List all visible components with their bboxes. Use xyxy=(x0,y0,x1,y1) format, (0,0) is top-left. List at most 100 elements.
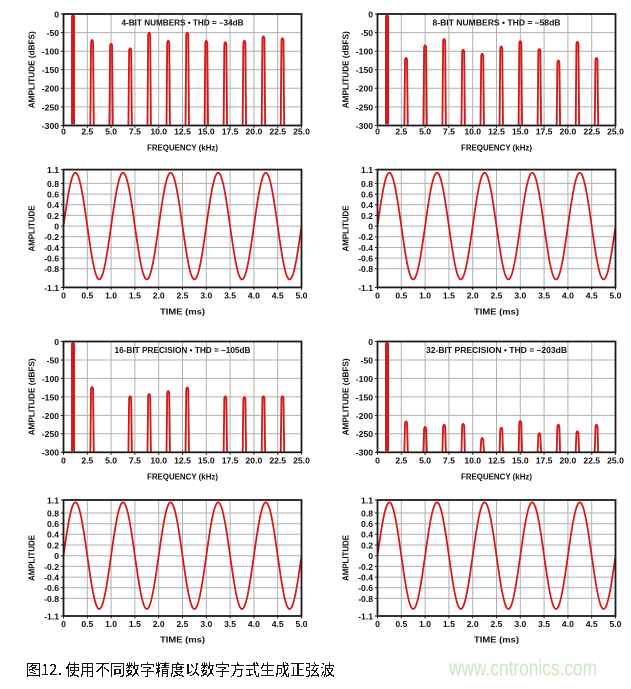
svg-text:-0.2: -0.2 xyxy=(44,232,59,242)
svg-text:-0.4: -0.4 xyxy=(44,243,59,253)
svg-text:-250: -250 xyxy=(356,102,373,112)
svg-text:AMPLITUDE: AMPLITUDE xyxy=(341,535,351,581)
svg-text:-250: -250 xyxy=(42,429,59,439)
svg-text:TIME (ms): TIME (ms) xyxy=(160,635,205,645)
svg-text:1.0: 1.0 xyxy=(105,291,117,301)
svg-text:-0.8: -0.8 xyxy=(358,594,373,604)
svg-text:TIME (ms): TIME (ms) xyxy=(474,635,519,645)
svg-text:0.8: 0.8 xyxy=(47,508,59,518)
svg-text:-0.4: -0.4 xyxy=(44,573,59,583)
svg-text:0: 0 xyxy=(61,456,66,466)
svg-text:15.0: 15.0 xyxy=(198,456,215,466)
svg-text:2.5: 2.5 xyxy=(491,619,503,629)
svg-text:2.5: 2.5 xyxy=(491,291,503,301)
svg-text:2.5: 2.5 xyxy=(81,456,93,466)
svg-text:0.6: 0.6 xyxy=(47,519,59,529)
svg-text:-100: -100 xyxy=(42,47,59,57)
svg-text:3.0: 3.0 xyxy=(514,291,526,301)
svg-text:10.0: 10.0 xyxy=(464,127,481,137)
svg-text:4.0: 4.0 xyxy=(562,291,574,301)
svg-text:5.0: 5.0 xyxy=(610,291,622,301)
svg-text:1.1: 1.1 xyxy=(47,495,59,505)
svg-text:0.2: 0.2 xyxy=(47,540,59,550)
svg-text:4-BIT NUMBERS • THD = –34dB: 4-BIT NUMBERS • THD = –34dB xyxy=(122,18,244,28)
svg-text:5.0: 5.0 xyxy=(105,456,117,466)
svg-text:-1.1: -1.1 xyxy=(44,611,59,621)
svg-text:2.5: 2.5 xyxy=(395,127,407,137)
svg-text:0: 0 xyxy=(54,551,59,561)
svg-text:0: 0 xyxy=(61,619,66,629)
svg-text:-0.2: -0.2 xyxy=(44,562,59,572)
svg-text:0.5: 0.5 xyxy=(81,291,93,301)
svg-text:-0.6: -0.6 xyxy=(44,254,59,264)
svg-text:20.0: 20.0 xyxy=(560,456,577,466)
svg-text:-0.6: -0.6 xyxy=(358,254,373,264)
svg-text:1.5: 1.5 xyxy=(443,291,455,301)
svg-text:-100: -100 xyxy=(356,374,373,384)
svg-text:-300: -300 xyxy=(42,121,59,131)
svg-text:0.6: 0.6 xyxy=(47,190,59,200)
svg-text:4.5: 4.5 xyxy=(586,291,598,301)
svg-text:-250: -250 xyxy=(42,102,59,112)
svg-text:16-BIT PRECISION • THD = –105d: 16-BIT PRECISION • THD = –105dB xyxy=(115,345,251,355)
svg-text:AMPLITUDE (dBFS): AMPLITUDE (dBFS) xyxy=(341,31,351,108)
svg-text:AMPLITUDE (dBFS): AMPLITUDE (dBFS) xyxy=(27,31,37,108)
svg-text:AMPLITUDE (dBFS): AMPLITUDE (dBFS) xyxy=(341,358,351,435)
svg-text:0: 0 xyxy=(375,456,380,466)
svg-text:0: 0 xyxy=(368,551,373,561)
svg-text:8-BIT NUMBERS • THD = –58dB: 8-BIT NUMBERS • THD = –58dB xyxy=(433,18,561,28)
svg-text:1.1: 1.1 xyxy=(47,165,59,175)
svg-text:12.5: 12.5 xyxy=(488,456,505,466)
svg-text:20.0: 20.0 xyxy=(246,456,263,466)
svg-text:1.5: 1.5 xyxy=(129,619,141,629)
svg-text:20.0: 20.0 xyxy=(560,127,577,137)
svg-text:0: 0 xyxy=(61,291,66,301)
svg-text:AMPLITUDE: AMPLITUDE xyxy=(341,205,351,251)
svg-text:2.5: 2.5 xyxy=(177,619,189,629)
svg-text:0: 0 xyxy=(368,222,373,232)
svg-text:3.5: 3.5 xyxy=(538,291,550,301)
svg-text:17.5: 17.5 xyxy=(536,127,553,137)
svg-text:4.5: 4.5 xyxy=(586,619,598,629)
svg-text:0.8: 0.8 xyxy=(361,179,373,189)
svg-text:7.5: 7.5 xyxy=(443,127,455,137)
svg-text:25.0: 25.0 xyxy=(607,127,624,137)
svg-text:0.8: 0.8 xyxy=(361,508,373,518)
svg-text:0.4: 0.4 xyxy=(361,200,373,210)
svg-text:32-BIT PRECISION • THD = –203d: 32-BIT PRECISION • THD = –203dB xyxy=(426,345,567,355)
svg-text:17.5: 17.5 xyxy=(222,127,239,137)
svg-text:-0.4: -0.4 xyxy=(358,573,373,583)
svg-text:FREQUENCY (kHz): FREQUENCY (kHz) xyxy=(147,143,218,153)
svg-text:2.5: 2.5 xyxy=(81,127,93,137)
svg-text:22.5: 22.5 xyxy=(269,127,286,137)
svg-text:-200: -200 xyxy=(42,411,59,421)
svg-text:17.5: 17.5 xyxy=(536,456,553,466)
svg-text:-0.8: -0.8 xyxy=(44,594,59,604)
svg-text:FREQUENCY (kHz): FREQUENCY (kHz) xyxy=(461,143,532,153)
svg-text:AMPLITUDE (dBFS): AMPLITUDE (dBFS) xyxy=(27,358,37,435)
svg-text:0.4: 0.4 xyxy=(47,530,59,540)
svg-text:-1.1: -1.1 xyxy=(358,283,373,293)
svg-text:2.0: 2.0 xyxy=(153,619,165,629)
svg-text:-100: -100 xyxy=(356,47,373,57)
svg-text:0: 0 xyxy=(54,9,59,19)
svg-text:22.5: 22.5 xyxy=(583,456,600,466)
svg-text:-0.4: -0.4 xyxy=(358,243,373,253)
svg-text:1.0: 1.0 xyxy=(105,619,117,629)
svg-text:0.2: 0.2 xyxy=(47,211,59,221)
svg-text:5.0: 5.0 xyxy=(419,456,431,466)
svg-text:0.2: 0.2 xyxy=(361,540,373,550)
svg-text:-0.8: -0.8 xyxy=(358,264,373,274)
svg-text:0.5: 0.5 xyxy=(81,619,93,629)
svg-text:25.0: 25.0 xyxy=(293,127,310,137)
svg-text:TIME (ms): TIME (ms) xyxy=(474,307,519,317)
svg-text:1.0: 1.0 xyxy=(419,291,431,301)
svg-text:-200: -200 xyxy=(42,84,59,94)
svg-text:0: 0 xyxy=(54,337,59,347)
svg-text:4.5: 4.5 xyxy=(272,291,284,301)
svg-text:3.5: 3.5 xyxy=(224,619,236,629)
svg-text:1.1: 1.1 xyxy=(361,495,373,505)
svg-text:4.0: 4.0 xyxy=(562,619,574,629)
svg-text:-1.1: -1.1 xyxy=(358,611,373,621)
svg-text:0: 0 xyxy=(375,291,380,301)
